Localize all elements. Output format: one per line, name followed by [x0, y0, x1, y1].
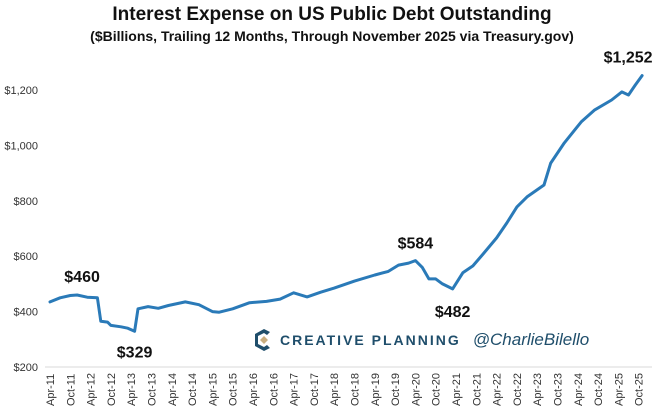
- y-tick-label: $200: [14, 362, 38, 374]
- chart-subtitle: ($Billions, Trailing 12 Months, Through …: [90, 28, 574, 44]
- annotation-label: $482: [435, 304, 471, 321]
- x-tick-label: Oct-25: [634, 373, 646, 406]
- x-tick-label: Apr-23: [532, 373, 544, 406]
- x-tick-label: Apr-17: [289, 373, 301, 406]
- branding: CREATIVE PLANNING @CharlieBilello: [254, 329, 589, 351]
- x-tick-label: Oct-13: [147, 373, 159, 406]
- x-tick-label: Apr-25: [613, 373, 625, 406]
- x-tick-label: Oct-15: [228, 373, 240, 406]
- x-tick-label: Oct-12: [106, 373, 118, 406]
- x-tick-label: Apr-16: [248, 373, 260, 406]
- company-name: CREATIVE PLANNING: [280, 332, 461, 348]
- x-tick-label: Apr-11: [45, 374, 57, 406]
- x-tick-label: Apr-22: [492, 373, 504, 406]
- x-tick-label: Oct-17: [309, 373, 321, 406]
- y-tick-label: $1,000: [4, 140, 38, 152]
- x-tick-label: Oct-18: [350, 373, 362, 406]
- chart-title: Interest Expense on US Public Debt Outst…: [112, 4, 552, 25]
- x-tick-label: Oct-14: [187, 373, 199, 406]
- twitter-handle: @CharlieBilello: [472, 330, 590, 349]
- x-tick-label: Apr-15: [207, 373, 219, 406]
- creative-planning-logo-icon: [255, 329, 270, 351]
- annotation-label: $584: [398, 236, 434, 253]
- x-tick-label: Oct-11: [65, 374, 77, 406]
- x-tick-label: Oct-19: [390, 373, 402, 406]
- x-tick-label: Apr-24: [573, 373, 585, 406]
- annotation-label: $329: [117, 344, 153, 361]
- y-tick-label: $800: [14, 196, 38, 208]
- x-tick-label: Apr-12: [86, 373, 98, 406]
- x-tick-label: Oct-23: [553, 373, 565, 406]
- x-tick-label: Apr-18: [329, 373, 341, 406]
- x-tick-label: Apr-20: [410, 373, 422, 406]
- x-tick-label: Oct-16: [268, 373, 280, 406]
- data-line: [48, 74, 644, 333]
- x-tick-label: Oct-21: [471, 373, 483, 406]
- y-tick-label: $600: [14, 251, 38, 263]
- annotation-label: $1,252: [604, 50, 653, 67]
- y-tick-label: $1,200: [4, 85, 38, 97]
- x-tick-label: Apr-13: [126, 373, 138, 406]
- x-tick-label: Apr-19: [370, 373, 382, 406]
- x-tick-label: Oct-24: [593, 373, 605, 406]
- x-tick-label: Oct-20: [431, 373, 443, 406]
- x-tick-label: Apr-14: [167, 373, 179, 406]
- annotation-label: $460: [64, 269, 100, 286]
- x-tick-label: Apr-21: [451, 373, 463, 406]
- y-tick-label: $400: [14, 307, 38, 319]
- x-tick-label: Oct-22: [512, 373, 524, 406]
